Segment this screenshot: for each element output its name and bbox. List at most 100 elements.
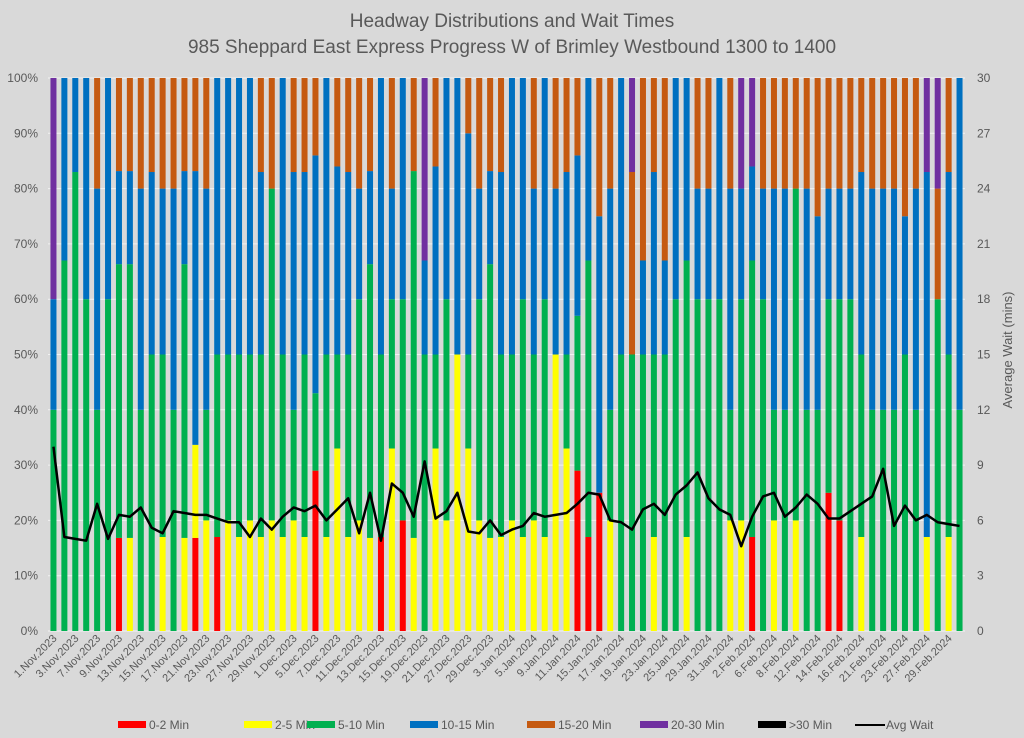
bar-segment-2-5-min bbox=[541, 536, 548, 631]
bar-segment-20-30-min bbox=[629, 78, 636, 173]
bar-segment-15-20-min bbox=[356, 78, 363, 189]
bar-segment-0-2-min bbox=[574, 470, 581, 631]
bar-stack bbox=[454, 78, 461, 631]
bar-segment-5-10-min bbox=[279, 354, 286, 537]
bar-segment-10-15-min bbox=[159, 188, 166, 355]
bar-stack bbox=[694, 78, 701, 631]
bar-segment-10-15-min bbox=[694, 188, 701, 300]
bar-segment-10-15-min bbox=[246, 78, 253, 355]
bar-stack bbox=[236, 78, 243, 631]
bar-stack bbox=[770, 78, 777, 631]
bars bbox=[50, 78, 963, 631]
bar-segment-10-15-min bbox=[672, 78, 679, 300]
bar-segment-10-15-min bbox=[869, 188, 876, 410]
bar-stack bbox=[61, 78, 68, 631]
bar-segment-10-15-min bbox=[105, 78, 112, 300]
bar-segment-15-20-min bbox=[847, 78, 854, 189]
bar-stack bbox=[83, 78, 90, 631]
bar-stack bbox=[847, 78, 854, 631]
bar-segment-15-20-min bbox=[115, 78, 122, 172]
bar-segment-10-15-min bbox=[923, 172, 930, 537]
bar-segment-2-5-min bbox=[792, 520, 799, 631]
bar-segment-10-15-min bbox=[618, 78, 625, 355]
bar-segment-10-15-min bbox=[377, 78, 384, 355]
bar-segment-10-15-min bbox=[727, 188, 734, 410]
bar-segment-2-5-min bbox=[683, 536, 690, 631]
bar-segment-10-15-min bbox=[825, 188, 832, 300]
legend-item: 20-30 Min bbox=[640, 718, 724, 732]
avg-wait-series bbox=[52, 446, 960, 548]
bar-segment-15-20-min bbox=[137, 78, 144, 189]
bar-segment-15-20-min bbox=[574, 78, 581, 156]
bar-segment-5-10-min bbox=[301, 354, 308, 537]
bar-segment-10-15-min bbox=[858, 172, 865, 355]
bar-stack bbox=[563, 78, 570, 631]
bar-stack bbox=[530, 78, 537, 631]
bar-segment-5-10-min bbox=[61, 260, 68, 631]
bar-segment-15-20-min bbox=[334, 78, 341, 167]
bar-segment-0-2-min bbox=[596, 492, 603, 631]
bar-segment-5-10-min bbox=[312, 393, 319, 471]
bar-stack bbox=[126, 78, 133, 631]
bar-stack bbox=[214, 78, 221, 631]
y-right-tick: 9 bbox=[977, 458, 984, 472]
bar-segment-15-20-min bbox=[487, 78, 494, 172]
bar-segment-10-15-min bbox=[945, 172, 952, 355]
chart-subtitle: 985 Sheppard East Express Progress W of … bbox=[188, 37, 836, 58]
bar-segment-0-2-min bbox=[115, 537, 122, 631]
bar-segment-15-20-min bbox=[727, 78, 734, 189]
bar-segment-5-10-min bbox=[94, 409, 101, 631]
bar-stack bbox=[716, 78, 723, 631]
bar-stack bbox=[487, 78, 494, 631]
bar-stack bbox=[738, 78, 745, 631]
legend-swatch bbox=[758, 721, 786, 728]
y-right-tick: 18 bbox=[977, 292, 991, 306]
legend-label: 15-20 Min bbox=[558, 718, 611, 732]
bar-segment-10-15-min bbox=[345, 172, 352, 355]
y-right-tick: 0 bbox=[977, 624, 984, 638]
bar-segment-10-15-min bbox=[803, 188, 810, 410]
bar-segment-5-10-min bbox=[148, 354, 155, 631]
bar-stack bbox=[159, 78, 166, 631]
bar-segment-10-15-min bbox=[170, 188, 177, 410]
y-right-tick: 27 bbox=[977, 126, 991, 140]
bar-segment-10-15-min bbox=[257, 172, 264, 355]
bar-segment-5-10-min bbox=[945, 354, 952, 537]
bar-segment-5-10-min bbox=[880, 409, 887, 631]
bar-segment-15-20-min bbox=[388, 78, 395, 189]
bar-segment-2-5-min bbox=[225, 520, 232, 631]
bar-segment-15-20-min bbox=[301, 78, 308, 173]
bar-segment-0-2-min bbox=[836, 520, 843, 631]
bar-segment-15-20-min bbox=[552, 78, 559, 189]
y-left-tick: 70% bbox=[14, 237, 38, 251]
bar-segment-10-15-min bbox=[574, 155, 581, 316]
bar-stack bbox=[301, 78, 308, 631]
bar-segment-5-10-min bbox=[901, 354, 908, 631]
bar-stack bbox=[541, 78, 548, 631]
bar-segment-5-10-min bbox=[825, 299, 832, 493]
bar-segment-5-10-min bbox=[126, 264, 133, 538]
bar-segment-10-15-min bbox=[476, 188, 483, 300]
bar-segment-5-10-min bbox=[465, 354, 472, 449]
bar-segment-10-15-min bbox=[334, 166, 341, 355]
bar-segment-15-20-min bbox=[880, 78, 887, 189]
bar-segment-10-15-min bbox=[639, 260, 646, 355]
bar-stack bbox=[803, 78, 810, 631]
bar-segment-10-15-min bbox=[356, 188, 363, 300]
bar-stack bbox=[290, 78, 297, 631]
bar-segment-10-15-min bbox=[61, 78, 68, 261]
bar-stack bbox=[650, 78, 657, 631]
bar-segment-5-10-min bbox=[727, 409, 734, 521]
legend: 0-2 Min 2-5 Min 5-10 Min 10-15 Min 15-20 Min… bbox=[118, 718, 934, 732]
bar-stack bbox=[367, 78, 374, 631]
bar-stack bbox=[705, 78, 712, 631]
bar-stack bbox=[956, 78, 963, 631]
bar-segment-10-15-min bbox=[432, 166, 439, 355]
bar-segment-5-10-min bbox=[323, 354, 330, 537]
bar-segment-5-10-min bbox=[803, 409, 810, 631]
y-right-tick: 21 bbox=[977, 237, 991, 251]
bar-segment-15-20-min bbox=[465, 78, 472, 134]
bar-stack bbox=[115, 78, 122, 631]
bar-segment-5-10-min bbox=[629, 354, 636, 631]
bar-segment-15-20-min bbox=[312, 78, 319, 156]
